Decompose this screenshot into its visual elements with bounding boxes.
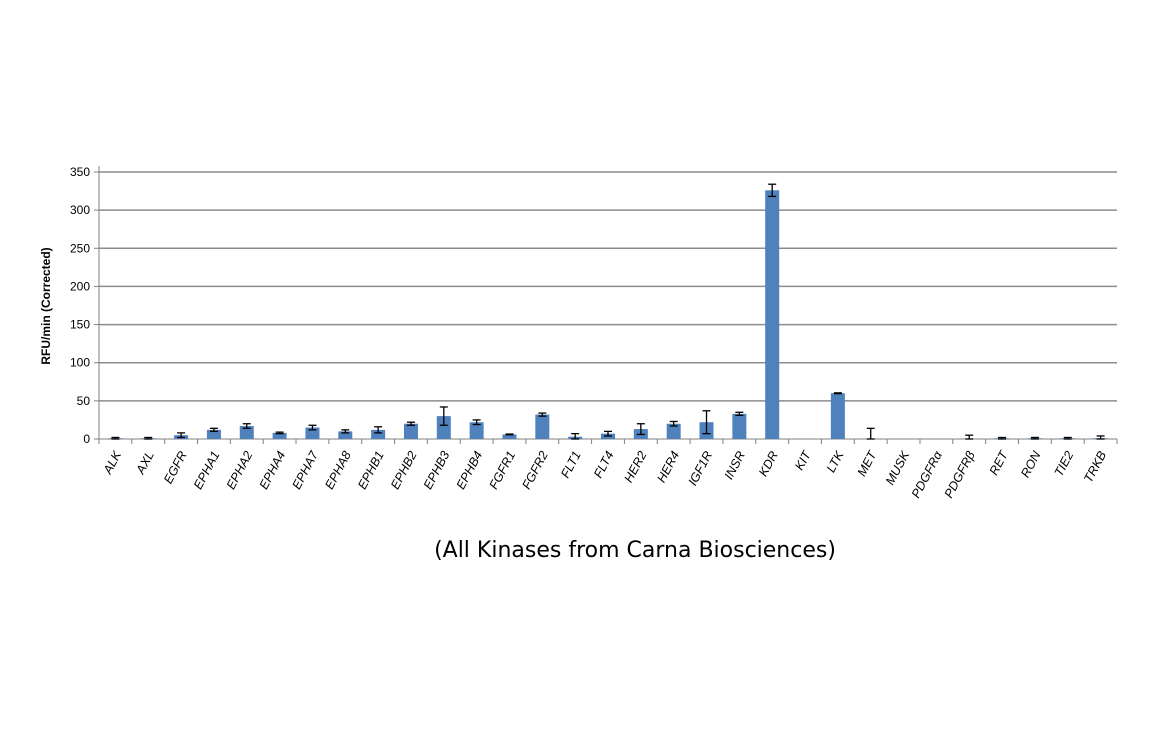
- x-tick-label: EPHB3: [421, 449, 453, 492]
- x-tick-label: EPHA8: [322, 449, 354, 492]
- y-axis-title: RFU/min (Corrected): [39, 247, 53, 364]
- x-tick-label: FLT4: [591, 449, 617, 481]
- x-tick-label: MUSK: [883, 448, 913, 487]
- bar-epha8: [338, 431, 353, 439]
- x-tick-label: EPHA1: [191, 449, 223, 492]
- bar-epha7: [305, 427, 320, 439]
- bar-ephb4: [469, 422, 484, 439]
- y-tick-label: 200: [70, 279, 90, 293]
- x-tick-label: FGFR1: [487, 449, 519, 492]
- y-tick-label: 150: [70, 318, 90, 332]
- bar-epha2: [239, 426, 254, 439]
- bar-kdr: [765, 190, 780, 439]
- x-tick-label: HER4: [654, 449, 682, 485]
- y-tick-label: 350: [70, 165, 90, 179]
- bar-her4: [666, 423, 681, 439]
- bar-ephb2: [403, 423, 418, 439]
- bar-fgfr2: [535, 414, 550, 439]
- x-tick-label: AXL: [133, 449, 157, 477]
- x-axis-title: (All Kinases from Carna Biosciences): [434, 538, 836, 563]
- x-tick-label: EPHA4: [257, 449, 289, 492]
- x-tick-label: HER2: [621, 449, 649, 485]
- y-tick-label: 0: [83, 432, 90, 446]
- bar-ephb3: [436, 416, 451, 439]
- x-tick-label: FGFR2: [519, 449, 551, 492]
- x-tick-label: KIT: [792, 448, 814, 473]
- gridlines: [99, 171, 1117, 402]
- x-tick-label: LTK: [824, 448, 847, 475]
- x-tick-label: EGFR: [161, 449, 190, 486]
- x-tick-label: EPHA7: [289, 448, 321, 492]
- x-tick-label: EPHB2: [388, 449, 420, 492]
- x-tick-label: TIE2: [1052, 449, 1077, 479]
- bars: [108, 183, 1108, 440]
- y-tick-label: 100: [70, 356, 90, 370]
- axes: [94, 166, 1118, 444]
- bar-fgfr1: [502, 434, 517, 439]
- y-tick-label: 50: [77, 394, 91, 408]
- x-tick-label: TRKB: [1081, 449, 1109, 485]
- x-tick-label: INSR: [722, 449, 748, 482]
- x-tick-label: RON: [1018, 448, 1044, 480]
- x-tick-label: EPHB1: [355, 449, 387, 492]
- x-tick-label: KDR: [756, 449, 781, 479]
- x-tick-label: EPHB4: [454, 449, 486, 492]
- x-tick-label: ALK: [100, 448, 124, 477]
- x-tick-label: MET: [855, 448, 880, 479]
- bar-ephb1: [371, 429, 386, 439]
- y-tick-label: 300: [70, 203, 90, 217]
- x-tick-label: PDGFRβ: [942, 449, 978, 501]
- bar-ltk: [830, 393, 845, 439]
- x-tick-label: PDGFRα: [909, 448, 946, 500]
- x-tick-label: EPHA2: [224, 449, 256, 492]
- bar-epha4: [272, 432, 287, 439]
- y-tick-label: 250: [70, 241, 90, 255]
- bar-insr: [732, 413, 747, 439]
- bar-epha1: [206, 429, 221, 439]
- x-tick-label: FLT1: [558, 449, 584, 481]
- x-tick-label: IGF1R: [686, 449, 716, 488]
- x-tick-label: RET: [987, 448, 1012, 478]
